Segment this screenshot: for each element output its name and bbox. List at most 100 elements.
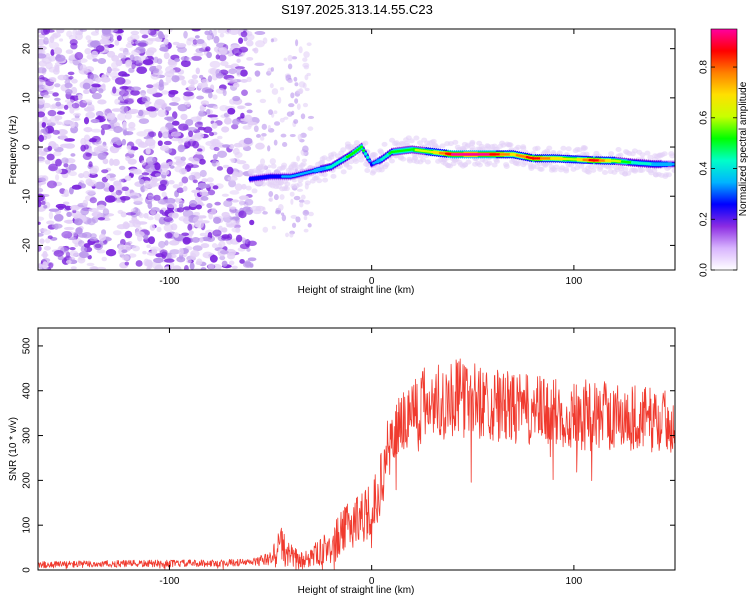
heatmap-ridge-halo [346, 165, 353, 171]
heatmap-noise-cell [70, 204, 81, 211]
heatmap-noise-cell [196, 95, 205, 100]
heatmap-noise-cell [98, 115, 105, 120]
spectrogram-ytick-label: -10 [22, 189, 33, 204]
heatmap-noise-cell [195, 220, 204, 229]
heatmap-noise-cell [94, 243, 102, 249]
heatmap-noise-cell [124, 98, 134, 105]
heatmap-noise-cell [127, 222, 136, 228]
heatmap-noise-cell [105, 175, 111, 180]
heatmap-noise-cell [243, 137, 253, 145]
heatmap-noise-cell [125, 113, 132, 120]
heatmap-noise-cell [244, 102, 253, 106]
heatmap-noise-cell [79, 251, 89, 259]
heatmap-noise-cell [92, 58, 99, 62]
heatmap-noise-cell [38, 53, 47, 59]
heatmap-noise-cell [236, 160, 247, 165]
heatmap-noise-cell [54, 83, 61, 88]
heatmap-noise-cell [38, 134, 44, 143]
heatmap-ridge-halo [499, 140, 506, 146]
heatmap-ridge-halo [644, 150, 651, 156]
heatmap-noise-cell [231, 265, 238, 270]
heatmap-noise-cell [250, 205, 262, 212]
heatmap-noise-cell [201, 178, 209, 183]
heatmap-noise-cell [158, 184, 167, 191]
heatmap-noise-cell [214, 201, 221, 206]
snr-ytick-label: 200 [22, 472, 33, 489]
heatmap-noise-cell [203, 126, 213, 134]
heatmap-noise-cell [165, 106, 172, 112]
heatmap-noise-cell [201, 236, 212, 242]
heatmap-ridge-cell [351, 151, 356, 155]
heatmap-ridge-halo [632, 168, 639, 174]
heatmap-noise-cell [71, 102, 80, 109]
heatmap-noise-cell [219, 255, 226, 261]
heatmap-noise-cell [283, 57, 288, 62]
heatmap-noise-cell [237, 105, 246, 110]
heatmap-noise-cell [161, 90, 169, 95]
heatmap-ridge-halo [538, 166, 545, 172]
heatmap-noise-cell [79, 29, 87, 32]
heatmap-ridge-halo [251, 188, 258, 194]
heatmap-noise-cell [154, 213, 161, 221]
heatmap-noise-cell [231, 123, 239, 130]
heatmap-ridge-cell [382, 156, 386, 160]
heatmap-ridge-halo [412, 155, 419, 161]
heatmap-noise-cell [215, 160, 220, 167]
heatmap-noise-cell [79, 64, 87, 72]
heatmap-noise-cell [219, 48, 227, 56]
heatmap-ridge-halo [636, 149, 643, 155]
heatmap-noise-cell [262, 206, 266, 212]
heatmap-noise-cell [304, 87, 310, 92]
heatmap-ridge-halo [296, 182, 303, 188]
heatmap-noise-cell [189, 199, 198, 208]
heatmap-noise-cell [239, 258, 245, 264]
heatmap-noise-cell [190, 249, 200, 258]
heatmap-noise-cell [223, 117, 232, 125]
heatmap-noise-cell [52, 129, 60, 135]
heatmap-noise-cell [109, 158, 114, 166]
heatmap-noise-cell [183, 91, 194, 97]
heatmap-noise-cell [127, 41, 135, 45]
heatmap-ridge-halo [381, 141, 388, 147]
heatmap-noise-cell [118, 52, 124, 59]
heatmap-noise-cell [303, 51, 310, 58]
heatmap-noise-cell [253, 125, 259, 133]
spectrogram-xtick-label: -100 [159, 276, 179, 287]
heatmap-noise-cell [188, 130, 194, 138]
heatmap-noise-cell [223, 199, 233, 208]
heatmap-noise-cell [204, 30, 210, 36]
heatmap-noise-cell [242, 206, 253, 212]
heatmap-noise-cell [192, 140, 200, 149]
heatmap-noise-cell [281, 141, 288, 148]
snr-series-line [38, 358, 675, 570]
heatmap-noise-cell [164, 266, 171, 270]
heatmap-noise-cell [238, 37, 244, 44]
heatmap-noise-cell [47, 90, 54, 95]
heatmap-noise-cell [43, 205, 48, 209]
heatmap-noise-cell [158, 31, 164, 40]
spectrogram-ytick-label: 10 [22, 92, 33, 104]
heatmap-noise-cell [91, 50, 99, 58]
heatmap-noise-cell [293, 195, 301, 201]
heatmap-noise-cell [38, 79, 46, 86]
heatmap-ridge-cell [355, 148, 360, 152]
heatmap-noise-cell [38, 200, 42, 208]
heatmap-noise-cell [102, 208, 110, 216]
spectrogram-ytick-label: 0 [22, 144, 33, 150]
heatmap-noise-cell [83, 89, 90, 95]
heatmap-noise-cell [289, 232, 294, 238]
heatmap-noise-cell [49, 36, 55, 43]
heatmap-noise-cell [90, 118, 100, 124]
heatmap-noise-cell [230, 44, 241, 50]
heatmap-noise-cell [279, 194, 285, 200]
heatmap-ridge-halo [284, 181, 291, 187]
heatmap-noise-cell [110, 67, 120, 72]
heatmap-noise-cell [98, 88, 104, 94]
heatmap-noise-cell [45, 159, 51, 165]
heatmap-noise-cell [125, 59, 133, 67]
heatmap-noise-cell [141, 34, 149, 39]
heatmap-noise-cell [222, 164, 230, 169]
heatmap-ridge-halo [639, 167, 646, 173]
heatmap-noise-cell [291, 222, 297, 228]
heatmap-noise-cell [113, 125, 123, 134]
